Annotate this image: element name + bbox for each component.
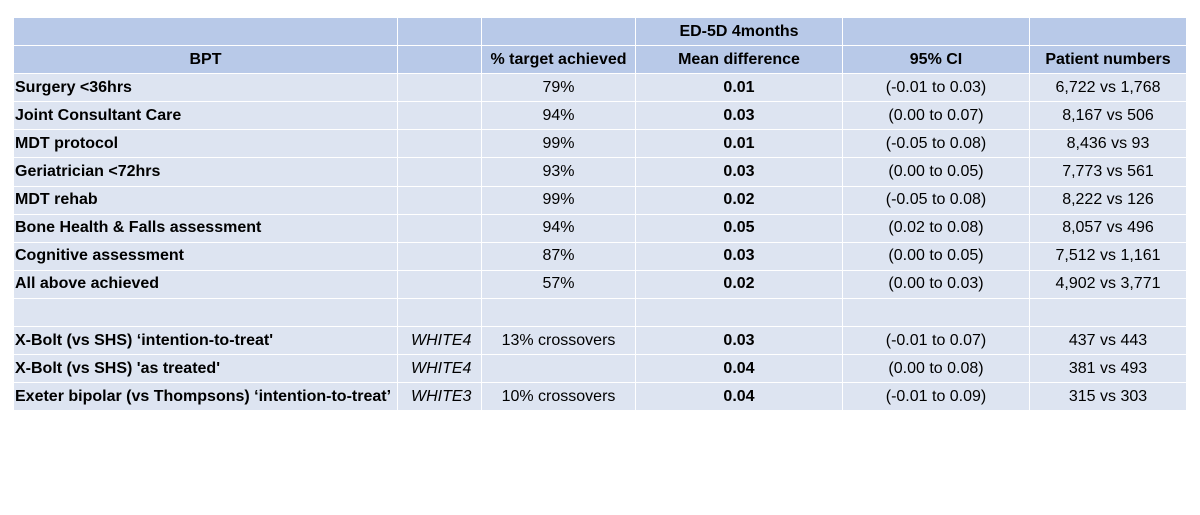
table-row (14, 298, 1186, 328)
row-label-cell: MDT rehab (14, 186, 398, 215)
patient-numbers-cell: 7,773 vs 561 (1030, 158, 1186, 187)
row-label-cell (14, 298, 398, 328)
mean-difference-cell: 0.04 (636, 355, 843, 384)
table-row: Geriatrician <72hrs 93% 0.03 (0.00 to 0.05)… (14, 158, 1186, 187)
trial-name-cell (398, 158, 482, 187)
trial-name-cell (398, 242, 482, 271)
mean-difference-cell: 0.02 (636, 186, 843, 215)
target-achieved-cell: 94% (482, 214, 636, 243)
confidence-interval-cell: (-0.05 to 0.08) (843, 186, 1030, 215)
mean-difference-cell: 0.01 (636, 74, 843, 103)
column-header-bpt: BPT (14, 46, 398, 75)
table-row: Bone Health & Falls assessment 94% 0.05 (0.… (14, 214, 1186, 243)
column-header-mean-difference: Mean difference (636, 46, 843, 75)
header-row: BPT % target achieved Mean difference 95… (14, 46, 1186, 75)
column-header-target: % target achieved (482, 46, 636, 75)
patient-numbers-cell: 8,222 vs 126 (1030, 186, 1186, 215)
header-group-row: ED-5D 4months (14, 18, 1186, 47)
row-label-cell: MDT protocol (14, 130, 398, 159)
table-row: X-Bolt (vs SHS) ‘intention-to-treat' WHIT… (14, 327, 1186, 356)
mean-difference-cell: 0.04 (636, 383, 843, 412)
row-label-cell: Bone Health & Falls assessment (14, 214, 398, 243)
row-label-cell: X-Bolt (vs SHS) ‘intention-to-treat' (14, 327, 398, 356)
confidence-interval-cell: (0.02 to 0.08) (843, 214, 1030, 243)
table-row: Exeter bipolar (vs Thompsons) ‘intention… (14, 383, 1186, 412)
trial-name-cell (398, 102, 482, 131)
patient-numbers-cell: 8,167 vs 506 (1030, 102, 1186, 131)
patient-numbers-cell: 437 vs 443 (1030, 327, 1186, 356)
mean-difference-cell: 0.02 (636, 270, 843, 299)
trial-name-cell (398, 214, 482, 243)
table-row: MDT rehab 99% 0.02 (-0.05 to 0.08) 8,222 vs … (14, 186, 1186, 215)
table-row: Cognitive assessment 87% 0.03 (0.00 to 0.05… (14, 242, 1186, 271)
row-label-cell: Cognitive assessment (14, 242, 398, 271)
target-achieved-cell: 99% (482, 186, 636, 215)
target-achieved-cell: 94% (482, 102, 636, 131)
confidence-interval-cell: (-0.05 to 0.08) (843, 130, 1030, 159)
mean-difference-cell: 0.03 (636, 327, 843, 356)
column-header-patient-numbers: Patient numbers (1030, 46, 1186, 75)
row-label-cell: Geriatrician <72hrs (14, 158, 398, 187)
target-achieved-cell: 13% crossovers (482, 327, 636, 356)
trial-name-cell (398, 298, 482, 328)
patient-numbers-cell: 381 vs 493 (1030, 355, 1186, 384)
patient-numbers-cell: 4,902 vs 3,771 (1030, 270, 1186, 299)
patient-numbers-cell (1030, 298, 1186, 328)
confidence-interval-cell: (-0.01 to 0.07) (843, 327, 1030, 356)
row-label-cell: Surgery <36hrs (14, 74, 398, 103)
trial-name-cell: WHITE3 (398, 383, 482, 412)
header-group-title: ED-5D 4months (636, 18, 843, 47)
mean-difference-cell: 0.05 (636, 214, 843, 243)
patient-numbers-cell: 315 vs 303 (1030, 383, 1186, 412)
patient-numbers-cell: 8,436 vs 93 (1030, 130, 1186, 159)
mean-difference-cell: 0.03 (636, 102, 843, 131)
confidence-interval-cell: (0.00 to 0.08) (843, 355, 1030, 384)
header-empty-cell (843, 18, 1030, 47)
confidence-interval-cell (843, 298, 1030, 328)
patient-numbers-cell: 8,057 vs 496 (1030, 214, 1186, 243)
mean-difference-cell: 0.01 (636, 130, 843, 159)
patient-numbers-cell: 7,512 vs 1,161 (1030, 242, 1186, 271)
table-row: All above achieved 57% 0.02 (0.00 to 0.03) 4… (14, 270, 1186, 299)
target-achieved-cell: 99% (482, 130, 636, 159)
target-achieved-cell: 93% (482, 158, 636, 187)
table-row: Joint Consultant Care 94% 0.03 (0.00 to 0.0… (14, 102, 1186, 131)
results-table: ED-5D 4months BPT % target achieved Mean… (14, 18, 1186, 412)
column-header-ci: 95% CI (843, 46, 1030, 75)
row-label-cell: All above achieved (14, 270, 398, 299)
column-header-trial (398, 46, 482, 75)
target-achieved-cell: 10% crossovers (482, 383, 636, 412)
table-row: X-Bolt (vs SHS) 'as treated' WHITE4 0.04 (0… (14, 355, 1186, 384)
table-row: MDT protocol 99% 0.01 (-0.05 to 0.08) 8,436 … (14, 130, 1186, 159)
trial-name-cell (398, 130, 482, 159)
row-label-cell: X-Bolt (vs SHS) 'as treated' (14, 355, 398, 384)
target-achieved-cell: 79% (482, 74, 636, 103)
trial-name-cell: WHITE4 (398, 355, 482, 384)
trial-name-cell: WHITE4 (398, 327, 482, 356)
header-empty-cell (482, 18, 636, 47)
patient-numbers-cell: 6,722 vs 1,768 (1030, 74, 1186, 103)
confidence-interval-cell: (-0.01 to 0.03) (843, 74, 1030, 103)
confidence-interval-cell: (0.00 to 0.07) (843, 102, 1030, 131)
trial-name-cell (398, 74, 482, 103)
target-achieved-cell (482, 298, 636, 328)
header-empty-cell (14, 18, 398, 47)
confidence-interval-cell: (0.00 to 0.03) (843, 270, 1030, 299)
table-row: Surgery <36hrs 79% 0.01 (-0.01 to 0.03) 6,72… (14, 74, 1186, 103)
trial-name-cell (398, 186, 482, 215)
header-empty-cell (1030, 18, 1186, 47)
target-achieved-cell (482, 355, 636, 384)
target-achieved-cell: 57% (482, 270, 636, 299)
mean-difference-cell: 0.03 (636, 242, 843, 271)
mean-difference-cell (636, 298, 843, 328)
header-empty-cell (398, 18, 482, 47)
confidence-interval-cell: (0.00 to 0.05) (843, 158, 1030, 187)
confidence-interval-cell: (0.00 to 0.05) (843, 242, 1030, 271)
trial-name-cell (398, 270, 482, 299)
row-label-cell: Exeter bipolar (vs Thompsons) ‘intention… (14, 383, 398, 412)
row-label-cell: Joint Consultant Care (14, 102, 398, 131)
mean-difference-cell: 0.03 (636, 158, 843, 187)
confidence-interval-cell: (-0.01 to 0.09) (843, 383, 1030, 412)
target-achieved-cell: 87% (482, 242, 636, 271)
